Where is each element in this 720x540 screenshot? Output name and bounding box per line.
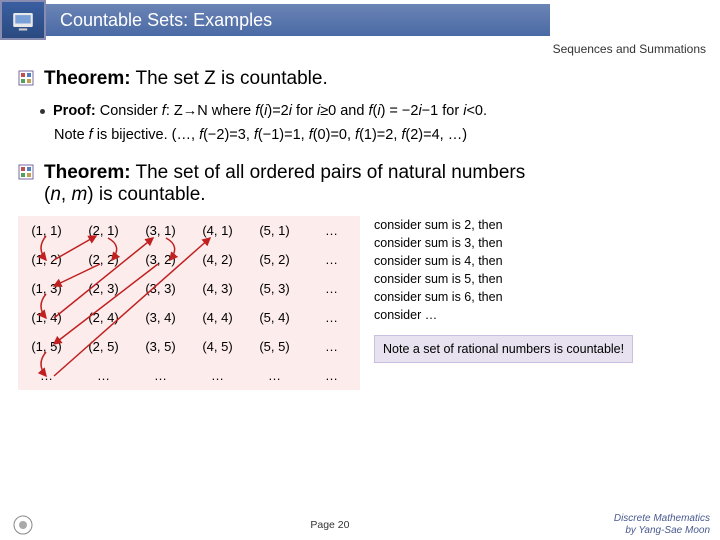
pair-cell: … xyxy=(303,303,360,332)
pair-cell: (3, 2) xyxy=(132,245,189,274)
pair-cell: (5, 1) xyxy=(246,216,303,245)
side-note-line: consider sum is 2, then xyxy=(374,216,584,234)
proof-label: Proof: xyxy=(53,103,96,119)
footer-logo-icon xyxy=(0,515,46,535)
theorem-1: Theorem: The set Z is countable. xyxy=(18,68,702,90)
bullet-icon xyxy=(18,164,34,180)
pair-cell: (3, 3) xyxy=(132,274,189,303)
pair-cell: … xyxy=(18,361,75,390)
title-bar: Countable Sets: Examples xyxy=(0,0,720,40)
pair-cell: (2, 5) xyxy=(75,332,132,361)
theorem-2-label: Theorem: xyxy=(44,162,131,183)
pair-cell: (3, 4) xyxy=(132,303,189,332)
pair-cell: (2, 4) xyxy=(75,303,132,332)
pair-cell: … xyxy=(303,332,360,361)
theorem-1-text: The set Z is countable. xyxy=(131,68,328,89)
pair-cell: … xyxy=(303,274,360,303)
pair-cell: (4, 5) xyxy=(189,332,246,361)
pair-cell: (4, 4) xyxy=(189,303,246,332)
side-note-line: consider sum is 3, then xyxy=(374,234,584,252)
theorem-2: Theorem: The set of all ordered pairs of… xyxy=(18,162,702,206)
pair-cell: (3, 5) xyxy=(132,332,189,361)
pair-cell: … xyxy=(75,361,132,390)
pair-cell: (4, 1) xyxy=(189,216,246,245)
footer: Page 20 Discrete Mathematics by Yang-Sae… xyxy=(0,510,720,540)
pair-grid: (1, 1)(2, 1)(3, 1)(4, 1)(5, 1)…(1, 2)(2,… xyxy=(18,216,360,390)
side-note-line: consider … xyxy=(374,306,584,324)
proof-block: Proof: Consider f: Z→N where f(i)=2i for… xyxy=(54,100,702,148)
bullet-icon xyxy=(18,70,34,86)
pair-cell: … xyxy=(303,361,360,390)
theorem-1-label: Theorem: xyxy=(44,68,131,89)
pair-cell: (1, 5) xyxy=(18,332,75,361)
side-note-line: consider sum is 6, then xyxy=(374,288,584,306)
logo-icon xyxy=(0,0,46,40)
content-area: Theorem: The set Z is countable. Proof: … xyxy=(0,40,720,390)
pair-grid-wrap: (1, 1)(2, 1)(3, 1)(4, 1)(5, 1)…(1, 2)(2,… xyxy=(18,216,360,390)
slide-subtitle: Sequences and Summations xyxy=(553,42,706,56)
pair-cell: (2, 2) xyxy=(75,245,132,274)
pair-cell: (4, 2) xyxy=(189,245,246,274)
pair-cell: (2, 3) xyxy=(75,274,132,303)
pair-cell: (5, 5) xyxy=(246,332,303,361)
pair-cell: (2, 1) xyxy=(75,216,132,245)
slide-title: Countable Sets: Examples xyxy=(46,4,550,36)
pair-cell: … xyxy=(303,245,360,274)
side-note-line: consider sum is 4, then xyxy=(374,252,584,270)
side-column: consider sum is 2, thenconsider sum is 3… xyxy=(374,216,633,363)
pair-cell: … xyxy=(189,361,246,390)
pair-cell: (5, 2) xyxy=(246,245,303,274)
lower-section: (1, 1)(2, 1)(3, 1)(4, 1)(5, 1)…(1, 2)(2,… xyxy=(18,216,702,390)
note-box: Note a set of rational numbers is counta… xyxy=(374,335,633,363)
pair-cell: … xyxy=(132,361,189,390)
pair-cell: (5, 3) xyxy=(246,274,303,303)
pair-cell: (1, 2) xyxy=(18,245,75,274)
footer-credit: Discrete Mathematics by Yang-Sae Moon xyxy=(614,513,720,537)
pair-cell: (5, 4) xyxy=(246,303,303,332)
pair-cell: … xyxy=(303,216,360,245)
theorem-2-text-1: The set of all ordered pairs of natural … xyxy=(131,162,526,183)
pair-cell: (1, 4) xyxy=(18,303,75,332)
side-notes: consider sum is 2, thenconsider sum is 3… xyxy=(374,216,584,325)
pair-cell: (1, 3) xyxy=(18,274,75,303)
pair-cell: (4, 3) xyxy=(189,274,246,303)
pair-cell: … xyxy=(246,361,303,390)
side-note-line: consider sum is 5, then xyxy=(374,270,584,288)
pair-cell: (1, 1) xyxy=(18,216,75,245)
pair-cell: (3, 1) xyxy=(132,216,189,245)
page-number: Page 20 xyxy=(46,519,614,531)
